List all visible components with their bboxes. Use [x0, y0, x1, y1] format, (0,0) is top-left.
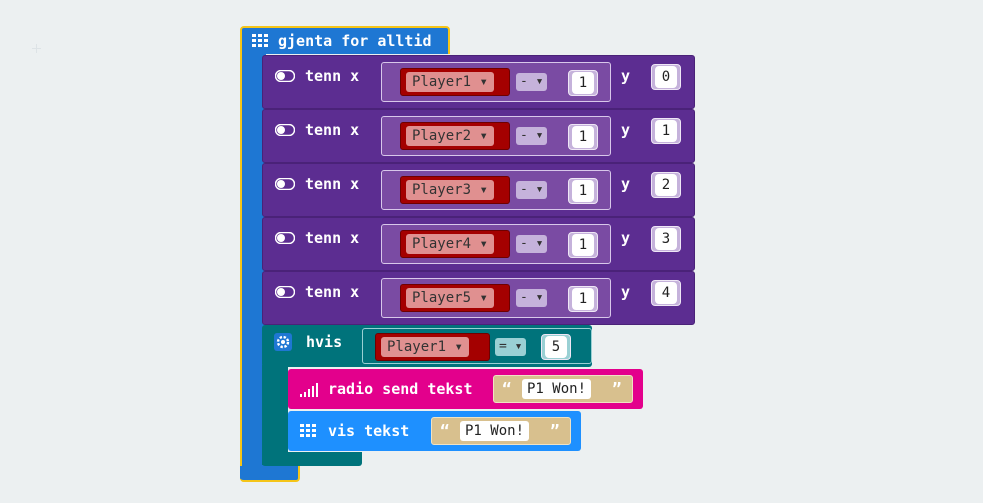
- subtract-expression[interactable]: Player4 ▾ - ▾ 1: [381, 224, 611, 264]
- variable-block[interactable]: Player4 ▾: [400, 230, 510, 258]
- variable-dropdown[interactable]: Player5 ▾: [406, 288, 494, 308]
- variable-block[interactable]: Player1 ▾: [400, 68, 510, 96]
- plot-y-label: y: [621, 67, 631, 85]
- operator-dropdown[interactable]: - ▾: [516, 127, 548, 145]
- y-field[interactable]: 4: [655, 282, 677, 304]
- operand-field[interactable]: 1: [572, 126, 594, 148]
- plot-x-label: tenn x: [305, 67, 360, 85]
- variable-dropdown[interactable]: Player4 ▾: [406, 234, 494, 254]
- if-block-body: [262, 365, 288, 465]
- operator-dropdown[interactable]: - ▾: [516, 235, 548, 253]
- plot-x-label: tenn x: [305, 175, 360, 193]
- plot-block[interactable]: tenn x Player1 ▾ - ▾ 1 y 0: [262, 55, 695, 109]
- operator-dropdown[interactable]: - ▾: [516, 181, 548, 199]
- variable-block[interactable]: Player2 ▾: [400, 122, 510, 150]
- text-literal[interactable]: “ P1 Won! ”: [431, 417, 571, 445]
- variable-dropdown[interactable]: Player2 ▾: [406, 126, 494, 146]
- plot-block[interactable]: tenn x Player4 ▾ - ▾ 1 y 3: [262, 217, 695, 271]
- y-field-wrap: 1: [651, 118, 681, 144]
- if-block-foot: [262, 452, 362, 466]
- text-field[interactable]: P1 Won!: [460, 421, 530, 441]
- y-field[interactable]: 0: [655, 66, 677, 88]
- y-field[interactable]: 1: [655, 120, 677, 142]
- plot-x-label: tenn x: [305, 121, 360, 139]
- subtract-expression[interactable]: Player1 ▾ - ▾ 1: [381, 62, 611, 102]
- plot-x-label: tenn x: [305, 229, 360, 247]
- operand-field[interactable]: 1: [572, 288, 594, 310]
- operand-field-wrap: 1: [568, 70, 598, 96]
- compare-operator-dropdown[interactable]: = ▾: [495, 338, 527, 356]
- plot-block[interactable]: tenn x Player5 ▾ - ▾ 1 y 4: [262, 271, 695, 325]
- show-string-label: vis tekst: [328, 422, 410, 440]
- variable-block[interactable]: Player3 ▾: [400, 176, 510, 204]
- show-string-block[interactable]: vis tekst “ P1 Won! ”: [288, 411, 581, 451]
- y-field-wrap: 3: [651, 226, 681, 252]
- forever-block-body: [240, 52, 266, 482]
- y-field-wrap: 2: [651, 172, 681, 198]
- if-block[interactable]: hvis Player1 ▾ = ▾ 5: [262, 325, 592, 367]
- operand-field[interactable]: 1: [572, 180, 594, 202]
- plot-y-label: y: [621, 175, 631, 193]
- text-field[interactable]: P1 Won!: [522, 379, 592, 399]
- text-literal[interactable]: “ P1 Won! ”: [493, 375, 633, 403]
- forever-block-foot: [240, 466, 300, 482]
- subtract-expression[interactable]: Player5 ▾ - ▾ 1: [381, 278, 611, 318]
- operand-field-wrap: 1: [568, 124, 598, 150]
- compare-value-field[interactable]: 5: [545, 336, 567, 358]
- if-label: hvis: [306, 333, 343, 351]
- open-quote-icon: “: [502, 379, 512, 398]
- plot-block[interactable]: tenn x Player3 ▾ - ▾ 1 y 2: [262, 163, 695, 217]
- plot-y-label: y: [621, 283, 631, 301]
- close-quote-icon: ”: [612, 379, 622, 398]
- subtract-expression[interactable]: Player2 ▾ - ▾ 1: [381, 116, 611, 156]
- y-field[interactable]: 2: [655, 174, 677, 196]
- radio-send-block[interactable]: radio send tekst “ P1 Won! ”: [288, 369, 643, 409]
- operand-field-wrap: 1: [568, 232, 598, 258]
- operator-dropdown[interactable]: - ▾: [516, 73, 548, 91]
- radio-send-label: radio send tekst: [328, 380, 473, 398]
- variable-dropdown[interactable]: Player1 ▾: [406, 72, 494, 92]
- forever-block[interactable]: gjenta for alltid: [240, 26, 450, 54]
- compare-expression[interactable]: Player1 ▾ = ▾ 5: [362, 328, 592, 364]
- variable-block[interactable]: Player5 ▾: [400, 284, 510, 312]
- y-field[interactable]: 3: [655, 228, 677, 250]
- plot-block[interactable]: tenn x Player2 ▾ - ▾ 1 y 1: [262, 109, 695, 163]
- close-quote-icon: ”: [550, 421, 560, 440]
- open-quote-icon: “: [440, 421, 450, 440]
- variable-block[interactable]: Player1 ▾: [375, 333, 490, 361]
- y-field-wrap: 0: [651, 64, 681, 90]
- compare-value-wrap: 5: [541, 334, 571, 360]
- operand-field-wrap: 1: [568, 178, 598, 204]
- operator-dropdown[interactable]: - ▾: [516, 289, 548, 307]
- variable-dropdown[interactable]: Player1 ▾: [381, 337, 469, 357]
- operand-field[interactable]: 1: [572, 72, 594, 94]
- plot-y-label: y: [621, 121, 631, 139]
- y-field-wrap: 4: [651, 280, 681, 306]
- plot-x-label: tenn x: [305, 283, 360, 301]
- variable-dropdown[interactable]: Player3 ▾: [406, 180, 494, 200]
- subtract-expression[interactable]: Player3 ▾ - ▾ 1: [381, 170, 611, 210]
- plot-y-label: y: [621, 229, 631, 247]
- operand-field-wrap: 1: [568, 286, 598, 312]
- forever-label: gjenta for alltid: [278, 32, 432, 50]
- operand-field[interactable]: 1: [572, 234, 594, 256]
